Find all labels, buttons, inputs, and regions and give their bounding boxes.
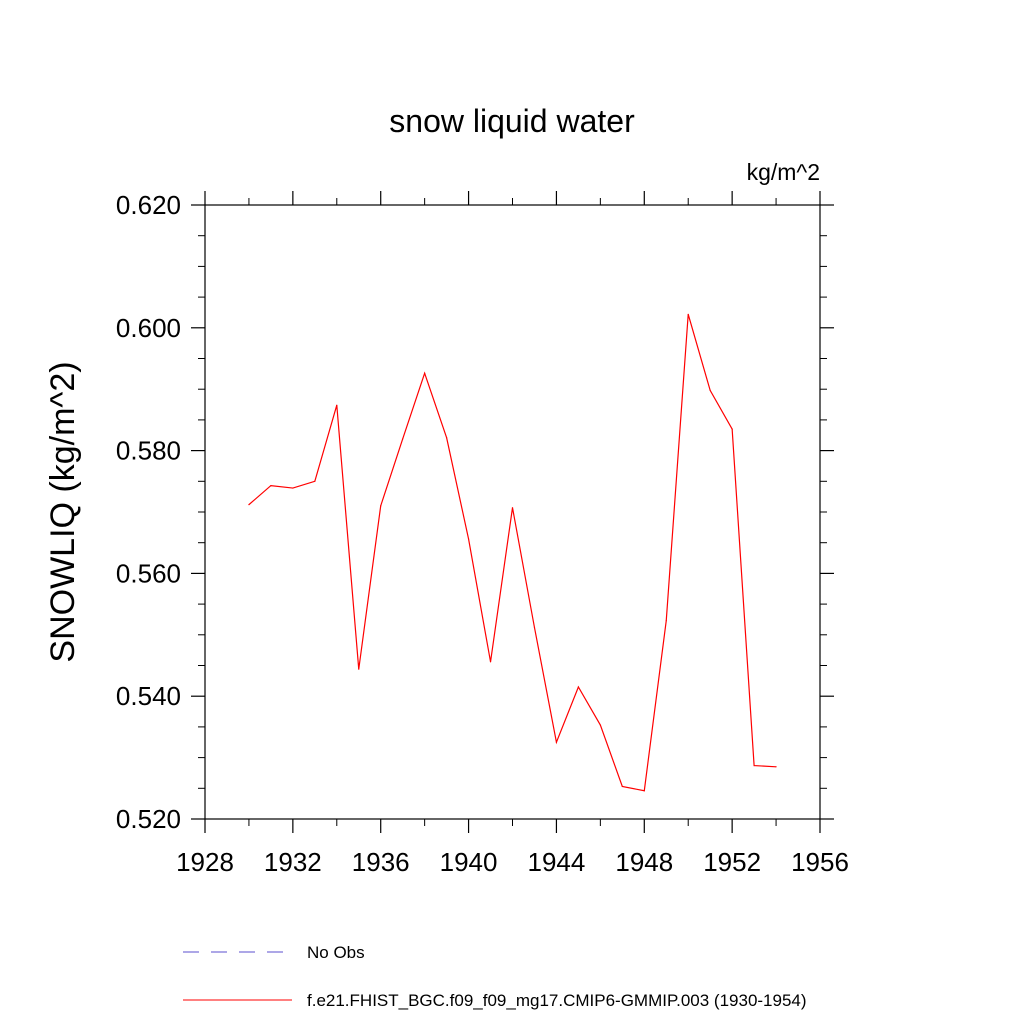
data-point: [292, 487, 294, 489]
data-point: [577, 686, 579, 688]
series-line-0: [248, 314, 777, 792]
data-point: [402, 438, 404, 440]
data-point: [380, 505, 382, 507]
data-point: [424, 372, 426, 374]
data-point: [555, 741, 558, 743]
data-point: [489, 661, 492, 663]
data-point: [687, 313, 689, 315]
x-tick-label: 1932: [264, 847, 322, 877]
tick-labels: 1928 1932 1936 1940 1944 1948 1952 1956 0.520 0.5…: [116, 190, 849, 877]
chart-title: snow liquid water: [389, 103, 635, 139]
data-point: [709, 389, 711, 392]
series-layer: [248, 313, 777, 792]
data-point: [358, 668, 360, 670]
x-tick-label: 1928: [176, 847, 234, 877]
y-tick-label: 0.520: [116, 804, 181, 834]
data-point: [775, 766, 777, 768]
x-tick-label: 1940: [440, 847, 498, 877]
data-point: [599, 724, 601, 726]
y-axis-label: SNOWLIQ (kg/m^2): [44, 361, 82, 662]
y-tick-label: 0.540: [116, 681, 181, 711]
data-point: [665, 620, 667, 622]
data-point: [314, 480, 316, 482]
x-tick-label: 1948: [615, 847, 673, 877]
plot-frame: [204, 204, 821, 820]
data-point: [753, 764, 755, 767]
x-tick-label: 1936: [352, 847, 410, 877]
legend-label: f.e21.FHIST_BGC.f09_f09_mg17.CMIP6-GMMIP…: [307, 991, 807, 1010]
data-point: [621, 785, 623, 788]
data-point: [511, 507, 514, 509]
units-label: kg/m^2: [747, 159, 820, 185]
y-tick-label: 0.620: [116, 190, 181, 220]
data-point: [248, 504, 250, 506]
y-tick-label: 0.600: [116, 313, 181, 343]
data-point: [467, 538, 470, 540]
data-point: [533, 626, 536, 629]
data-point: [336, 404, 338, 406]
data-point: [270, 484, 272, 487]
data-point: [643, 790, 645, 792]
legend: No Obs f.e21.FHIST_BGC.f09_f09_mg17.CMIP6…: [183, 943, 807, 1010]
axis-ticks: [191, 191, 834, 833]
legend-label: No Obs: [307, 943, 365, 962]
x-tick-label: 1956: [791, 847, 849, 877]
x-tick-label: 1944: [528, 847, 586, 877]
data-point: [731, 428, 733, 430]
data-point: [446, 437, 448, 439]
y-tick-label: 0.580: [116, 436, 181, 466]
x-tick-label: 1952: [703, 847, 761, 877]
y-tick-label: 0.560: [116, 558, 181, 588]
